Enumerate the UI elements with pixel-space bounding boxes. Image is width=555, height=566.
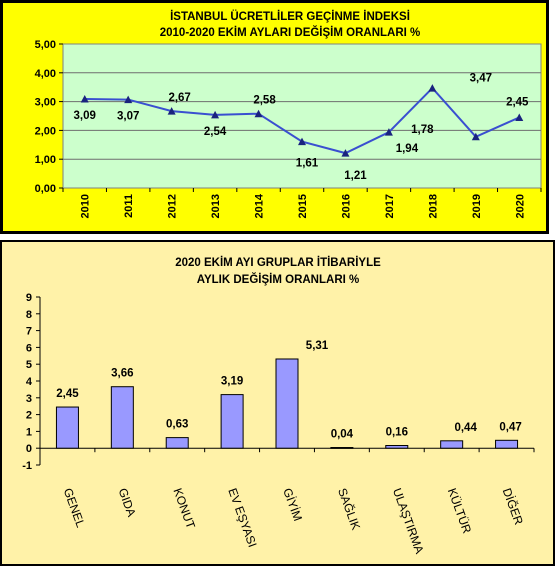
line-data-labels: 3,09 3,07 2,67 2,54 2,58 1,61 1,21 1,94 1,78 3,47…: [74, 73, 530, 182]
bar-category-label: GIDA: [116, 486, 139, 518]
line-y-tick-label: 5,00: [35, 39, 56, 51]
line-x-tick-label: 2020: [514, 194, 526, 218]
line-plot-area: [62, 43, 542, 189]
bar-data-label: 3,19: [221, 376, 243, 388]
line-x-tick-label: 2011: [123, 194, 135, 218]
line-point: [384, 128, 393, 136]
line-x-tick-label: 2014: [254, 193, 266, 218]
line-y-tick-label: 2,00: [35, 125, 56, 137]
line-point: [80, 95, 89, 103]
bar-y-tick-label: 4: [26, 376, 33, 388]
bar-chart-title: 2020 EKİM AYI GRUPLAR İTİBARİYLE: [175, 256, 381, 269]
line-series: [80, 84, 524, 157]
line-data-label: 3,09: [74, 110, 96, 122]
bar-category-label: KÜLTÜR: [445, 486, 474, 535]
line-point: [471, 132, 480, 141]
bar-y-tick-label: 7: [26, 326, 32, 338]
line-data-label: 1,78: [411, 124, 434, 136]
bar: [495, 439, 519, 449]
bar-category-label: SAĞLIK: [335, 486, 364, 532]
line-data-label: 3,47: [470, 73, 492, 85]
line-data-label: 1,61: [296, 158, 319, 170]
bar: [385, 445, 409, 449]
line-chart-subtitle: 2010-2020 EKİM AYLARI DEĞİŞİM ORANLARI %: [160, 26, 421, 39]
line-chart-title: İSTANBUL ÜCRETLİLER GEÇİNME İNDEKSİ: [170, 10, 410, 23]
line-y-tick-label: 1,00: [35, 154, 56, 166]
bar: [110, 386, 134, 449]
line-x-tick-label: 2017: [384, 194, 396, 218]
line-y-tick-label: 0,00: [35, 183, 56, 195]
line-point: [341, 149, 350, 157]
bar-y-tick-label: -1: [22, 460, 32, 472]
bar: [440, 440, 464, 449]
bar-y-tick-label: 1: [26, 426, 32, 438]
bar-data-label: 3,66: [111, 368, 133, 380]
line-data-label: 2,54: [204, 126, 227, 138]
bar: [220, 394, 244, 449]
line-point: [254, 109, 263, 118]
line-x-tick-label: 2013: [210, 194, 222, 218]
line-point: [515, 113, 524, 121]
line-data-label: 2,45: [506, 96, 529, 108]
bar-data-label: 0,47: [499, 421, 521, 433]
bar-data-label: 0,63: [166, 419, 188, 431]
bar-data-label: 5,31: [306, 340, 329, 352]
line-x-tick-label: 2012: [167, 194, 179, 218]
line-y-tick-label: 4,00: [35, 68, 56, 80]
bar-y-tick-label: 9: [26, 292, 32, 304]
line-point: [167, 107, 176, 115]
line-data-label: 2,58: [253, 95, 276, 107]
bar-category-label: EV EŞYASI: [225, 486, 259, 549]
bar-y-tick-label: 5: [26, 359, 32, 371]
bar: [165, 437, 189, 449]
bar-category-label: GENEL: [61, 486, 88, 529]
line-x-axis: 2010 2011 2012 2013 2014 2015 2016 2017 2018 2019…: [62, 188, 542, 218]
bar-categories: GENEL GIDA KONUT EV EŞYASI GİYİM SAĞLIK ULAŞTI…: [61, 486, 527, 556]
line-grid: [63, 72, 541, 160]
line-point: [124, 95, 133, 104]
bar-series: [55, 358, 519, 449]
line-x-tick-label: 2019: [471, 194, 483, 218]
line-point: [428, 84, 437, 92]
bar-category-label: DİĞER: [500, 486, 527, 527]
bar-y-tick-label: 8: [26, 309, 32, 321]
line-y-axis: 0,00 1,00 2,00 3,00 4,00 5,00: [35, 39, 63, 195]
bar-y-tick-label: 0: [26, 443, 32, 455]
bar: [275, 358, 299, 449]
bar-y-tick-label: 2: [26, 410, 32, 422]
bar-data-label: 2,45: [56, 388, 79, 400]
line-data-label: 2,67: [168, 92, 190, 104]
line-point: [211, 110, 220, 119]
line-point: [298, 137, 306, 146]
bar-data-label: 0,16: [386, 427, 408, 439]
bar: [55, 406, 79, 449]
line-chart: İSTANBUL ÜCRETLİLER GEÇİNME İNDEKSİ 2010…: [35, 10, 542, 218]
line-x-tick-label: 2018: [427, 194, 439, 218]
bar-y-tick-label: 6: [26, 342, 32, 354]
line-x-tick-label: 2015: [297, 194, 309, 218]
bar-data-labels: 2,45 3,66 0,63 3,19 5,31 0,04 0,16 0,44 0,47: [56, 340, 522, 441]
line-data-label: 3,07: [117, 111, 139, 123]
line-data-label: 1,21: [344, 170, 367, 182]
bar-category-label: GİYİM: [280, 486, 305, 523]
line-data-label: 1,94: [396, 143, 419, 155]
bar-data-label: 0,04: [331, 429, 354, 441]
bar-category-label: ULAŞTIRMA: [390, 486, 427, 555]
bar-data-label: 0,44: [454, 422, 477, 434]
line-x-tick-label: 2010: [80, 194, 92, 218]
bar-category-label: KONUT: [170, 486, 198, 531]
bar-chart-subtitle: AYLIK DEĞİŞİM ORANLARI %: [197, 273, 360, 286]
line-x-tick-label: 2016: [340, 194, 352, 218]
bar-y-tick-label: 3: [26, 393, 32, 405]
line-y-tick-label: 3,00: [35, 97, 56, 109]
bar: [330, 447, 354, 449]
